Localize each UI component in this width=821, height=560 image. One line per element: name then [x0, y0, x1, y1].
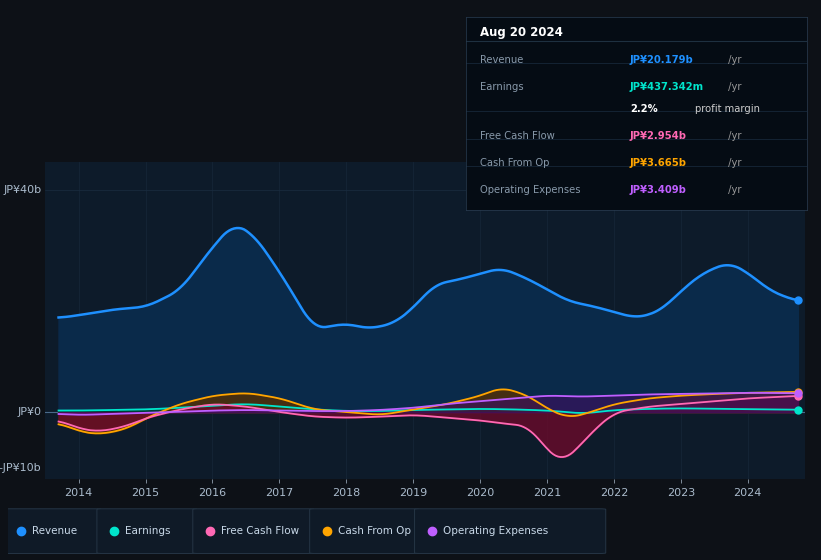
Text: 2.2%: 2.2%: [630, 104, 658, 114]
Text: JP¥0: JP¥0: [17, 407, 41, 417]
FancyBboxPatch shape: [310, 509, 419, 553]
Text: Earnings: Earnings: [125, 526, 171, 535]
Text: Cash From Op: Cash From Op: [480, 158, 549, 168]
Text: Aug 20 2024: Aug 20 2024: [480, 26, 563, 39]
Text: JP¥40b: JP¥40b: [3, 185, 41, 195]
FancyBboxPatch shape: [4, 509, 101, 553]
Text: JP¥3.409b: JP¥3.409b: [630, 185, 686, 195]
Text: Revenue: Revenue: [480, 55, 523, 66]
Text: /yr: /yr: [725, 185, 741, 195]
Text: JP¥3.665b: JP¥3.665b: [630, 158, 687, 168]
Text: profit margin: profit margin: [695, 104, 759, 114]
Text: Free Cash Flow: Free Cash Flow: [221, 526, 299, 535]
Text: Operating Expenses: Operating Expenses: [443, 526, 548, 535]
Text: Earnings: Earnings: [480, 82, 524, 92]
Text: Cash From Op: Cash From Op: [338, 526, 410, 535]
Text: /yr: /yr: [725, 158, 741, 168]
Text: -JP¥10b: -JP¥10b: [0, 463, 41, 473]
FancyBboxPatch shape: [193, 509, 314, 553]
Text: Free Cash Flow: Free Cash Flow: [480, 131, 555, 141]
FancyBboxPatch shape: [415, 509, 606, 553]
Text: JP¥437.342m: JP¥437.342m: [630, 82, 704, 92]
Text: /yr: /yr: [725, 131, 741, 141]
Text: Revenue: Revenue: [32, 526, 77, 535]
FancyBboxPatch shape: [97, 509, 197, 553]
Text: Operating Expenses: Operating Expenses: [480, 185, 580, 195]
Text: JP¥2.954b: JP¥2.954b: [630, 131, 687, 141]
Text: JP¥20.179b: JP¥20.179b: [630, 55, 694, 66]
Text: /yr: /yr: [725, 55, 741, 66]
Text: /yr: /yr: [725, 82, 741, 92]
